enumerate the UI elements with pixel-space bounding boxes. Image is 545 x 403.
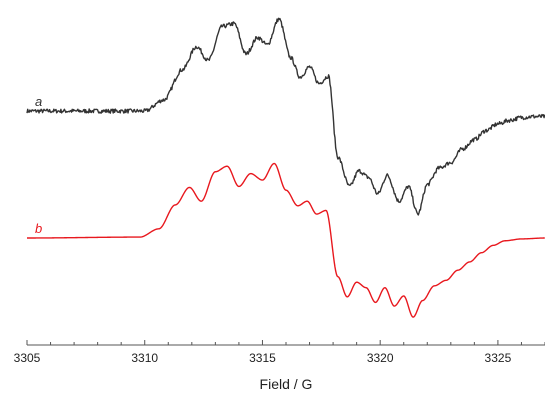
spectrum-traces: ab (26, 17, 545, 318)
x-tick-label: 3325 (485, 351, 512, 365)
x-tick-label: 3305 (14, 351, 41, 365)
x-tick-label: 3320 (367, 351, 394, 365)
trace-label-a: a (35, 94, 42, 109)
x-tick-label: 3310 (131, 351, 158, 365)
spectrum-trace-b (27, 162, 545, 318)
trace-label-b: b (35, 221, 42, 236)
x-axis-title: Field / G (260, 376, 313, 392)
x-axis-ticks: 3305 3310 3315 3320 3325 (14, 340, 545, 365)
spectrum-trace-a (26, 17, 545, 216)
x-tick-label: 3315 (249, 351, 276, 365)
